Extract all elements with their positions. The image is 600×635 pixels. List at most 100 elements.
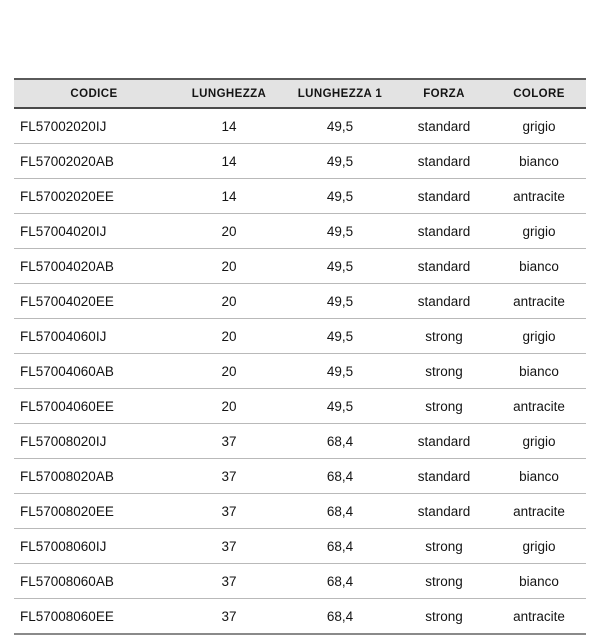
cell-lunghezza_1: 49,5 [284,388,396,424]
cell-codice: FL57002020EE [14,178,174,214]
cell-codice: FL57002020AB [14,143,174,179]
cell-lunghezza: 37 [174,493,284,529]
table-row[interactable]: FL57008020EE 37 68,4 standard antracite [14,493,586,529]
cell-codice: FL57008060AB [14,563,174,599]
cell-lunghezza: 37 [174,423,284,459]
cell-codice: FL57008060EE [14,598,174,635]
table-row[interactable]: FL57008060IJ 37 68,4 strong grigio [14,528,586,564]
column-header-lunghezza[interactable]: LUNGHEZZA [174,78,284,109]
cell-forza: strong [396,388,492,424]
product-spec-table: CODICE LUNGHEZZA LUNGHEZZA 1 FORZA COLORE FL… [14,78,586,635]
table-row[interactable]: FL57004020AB 20 49,5 standard bianco [14,248,586,284]
table-row[interactable]: FL57008060AB 37 68,4 strong bianco [14,563,586,599]
cell-codice: FL57004020IJ [14,213,174,249]
cell-codice: FL57008020AB [14,458,174,494]
cell-forza: strong [396,353,492,389]
cell-codice: FL57004060AB [14,353,174,389]
cell-lunghezza: 14 [174,108,284,144]
cell-colore: grigio [492,213,586,249]
cell-lunghezza: 20 [174,213,284,249]
cell-lunghezza: 37 [174,598,284,635]
cell-lunghezza_1: 49,5 [284,213,396,249]
cell-codice: FL57004020EE [14,283,174,319]
cell-lunghezza: 20 [174,318,284,354]
table-header: CODICE LUNGHEZZA LUNGHEZZA 1 FORZA COLORE [14,78,586,109]
cell-forza: standard [396,213,492,249]
cell-codice: FL57004020AB [14,248,174,284]
cell-lunghezza_1: 49,5 [284,143,396,179]
table-row[interactable]: FL57002020AB 14 49,5 standard bianco [14,143,586,179]
table-header-row: CODICE LUNGHEZZA LUNGHEZZA 1 FORZA COLORE [14,78,586,109]
cell-lunghezza_1: 49,5 [284,318,396,354]
table-body: FL57002020IJ 14 49,5 standard grigio FL570020… [14,108,586,635]
cell-lunghezza_1: 68,4 [284,598,396,635]
cell-forza: standard [396,178,492,214]
cell-colore: grigio [492,528,586,564]
cell-colore: grigio [492,423,586,459]
cell-colore: bianco [492,353,586,389]
cell-lunghezza_1: 68,4 [284,423,396,459]
cell-codice: FL57002020IJ [14,108,174,144]
cell-codice: FL57008020EE [14,493,174,529]
cell-lunghezza_1: 49,5 [284,283,396,319]
cell-lunghezza: 20 [174,388,284,424]
cell-lunghezza_1: 49,5 [284,353,396,389]
table-row[interactable]: FL57002020IJ 14 49,5 standard grigio [14,108,586,144]
cell-lunghezza_1: 68,4 [284,458,396,494]
cell-codice: FL57008020IJ [14,423,174,459]
cell-lunghezza: 37 [174,563,284,599]
cell-forza: standard [396,423,492,459]
cell-colore: antracite [492,598,586,635]
table-row[interactable]: FL57004020EE 20 49,5 standard antracite [14,283,586,319]
cell-forza: strong [396,528,492,564]
cell-codice: FL57004060IJ [14,318,174,354]
column-header-lunghezza_1[interactable]: LUNGHEZZA 1 [284,78,396,109]
table-row[interactable]: FL57008020AB 37 68,4 standard bianco [14,458,586,494]
cell-lunghezza: 20 [174,248,284,284]
cell-forza: standard [396,458,492,494]
cell-codice: FL57004060EE [14,388,174,424]
cell-lunghezza_1: 68,4 [284,528,396,564]
cell-colore: antracite [492,388,586,424]
cell-lunghezza_1: 68,4 [284,563,396,599]
cell-lunghezza_1: 49,5 [284,178,396,214]
cell-codice: FL57008060IJ [14,528,174,564]
cell-lunghezza_1: 49,5 [284,108,396,144]
column-header-colore[interactable]: COLORE [492,78,586,109]
cell-lunghezza: 20 [174,353,284,389]
table-row[interactable]: FL57004060EE 20 49,5 strong antracite [14,388,586,424]
table-row[interactable]: FL57004060IJ 20 49,5 strong grigio [14,318,586,354]
cell-lunghezza: 20 [174,283,284,319]
cell-forza: standard [396,283,492,319]
cell-forza: standard [396,493,492,529]
cell-colore: grigio [492,108,586,144]
cell-forza: standard [396,248,492,284]
column-header-codice[interactable]: CODICE [14,78,174,109]
cell-colore: bianco [492,143,586,179]
table-row[interactable]: FL57002020EE 14 49,5 standard antracite [14,178,586,214]
cell-colore: antracite [492,178,586,214]
cell-colore: bianco [492,563,586,599]
cell-lunghezza_1: 68,4 [284,493,396,529]
cell-colore: grigio [492,318,586,354]
cell-colore: bianco [492,248,586,284]
cell-colore: antracite [492,283,586,319]
table-row[interactable]: FL57008060EE 37 68,4 strong antracite [14,598,586,635]
page-root: CODICE LUNGHEZZA LUNGHEZZA 1 FORZA COLORE FL… [14,78,586,635]
cell-forza: strong [396,318,492,354]
cell-lunghezza_1: 49,5 [284,248,396,284]
cell-lunghezza: 37 [174,458,284,494]
cell-forza: strong [396,563,492,599]
cell-forza: strong [396,598,492,635]
cell-lunghezza: 14 [174,143,284,179]
cell-lunghezza: 37 [174,528,284,564]
cell-colore: bianco [492,458,586,494]
table-row[interactable]: FL57008020IJ 37 68,4 standard grigio [14,423,586,459]
column-header-forza[interactable]: FORZA [396,78,492,109]
cell-forza: standard [396,108,492,144]
cell-colore: antracite [492,493,586,529]
table-row[interactable]: FL57004020IJ 20 49,5 standard grigio [14,213,586,249]
cell-lunghezza: 14 [174,178,284,214]
table-row[interactable]: FL57004060AB 20 49,5 strong bianco [14,353,586,389]
cell-forza: standard [396,143,492,179]
